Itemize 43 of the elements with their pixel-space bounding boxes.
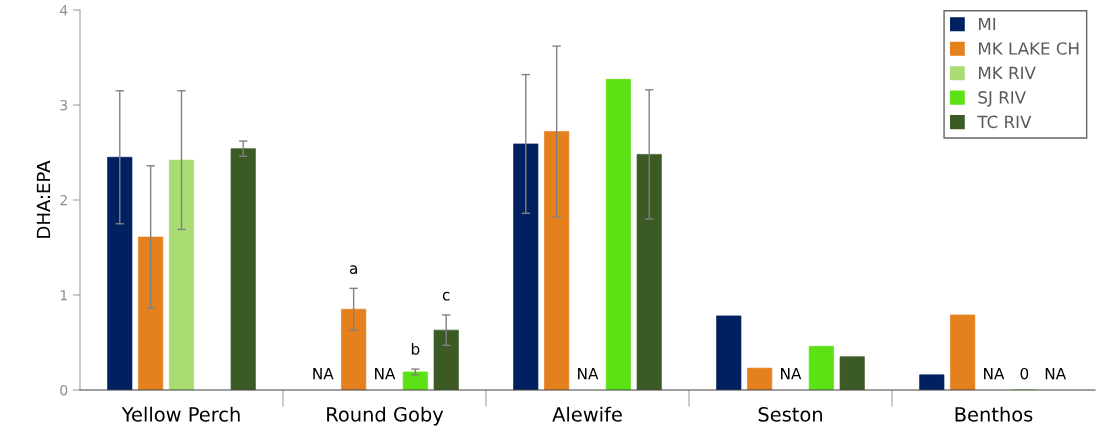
data-label: 0: [1020, 367, 1029, 380]
y-axis-title: DHA:EPA: [36, 160, 51, 238]
x-tick-label: Benthos: [955, 406, 1033, 422]
bar: [544, 131, 570, 390]
bar: [808, 345, 834, 390]
bar: [107, 156, 133, 390]
text: NA: [1045, 368, 1067, 380]
bar: [636, 154, 662, 390]
bar: [747, 367, 773, 390]
y-tick-label: 2: [60, 194, 67, 206]
bar: [716, 315, 742, 390]
data-label: a: [349, 265, 357, 274]
legend-label: MK RIV: [979, 66, 1036, 79]
y-tick-label: 3: [60, 99, 68, 111]
x-tick-label: Seston: [758, 407, 822, 422]
bar: [230, 148, 256, 390]
bar: [605, 79, 631, 390]
legend-label: MI: [979, 17, 996, 31]
bar: [138, 236, 164, 390]
y-tick-label: 4: [60, 5, 68, 16]
y-tick-label: 1: [60, 290, 67, 301]
bar: [168, 159, 195, 390]
legend-label: TC RIV: [977, 115, 1032, 129]
text: NA: [984, 368, 1005, 380]
x-tick-label: Yellow Perch: [121, 406, 240, 422]
bar: [839, 356, 865, 390]
legend-label: MK LAKE CH: [979, 42, 1079, 55]
y-tick-label: 0: [60, 384, 68, 396]
data-label: c: [442, 291, 450, 301]
text: NA: [375, 368, 396, 380]
x-tick-label: Round Goby: [327, 406, 444, 426]
bar: [950, 314, 976, 390]
bar: [341, 308, 367, 390]
text: NA: [313, 368, 334, 380]
data-label: b: [411, 342, 420, 355]
bar: [919, 374, 945, 390]
legend-label: SJ RIV: [978, 91, 1026, 107]
bar: [402, 371, 428, 390]
text: NA: [781, 368, 802, 380]
bar: [513, 143, 539, 390]
text: NA: [578, 368, 599, 380]
bar: [433, 329, 459, 390]
x-tick-label: Alewife: [552, 406, 622, 422]
